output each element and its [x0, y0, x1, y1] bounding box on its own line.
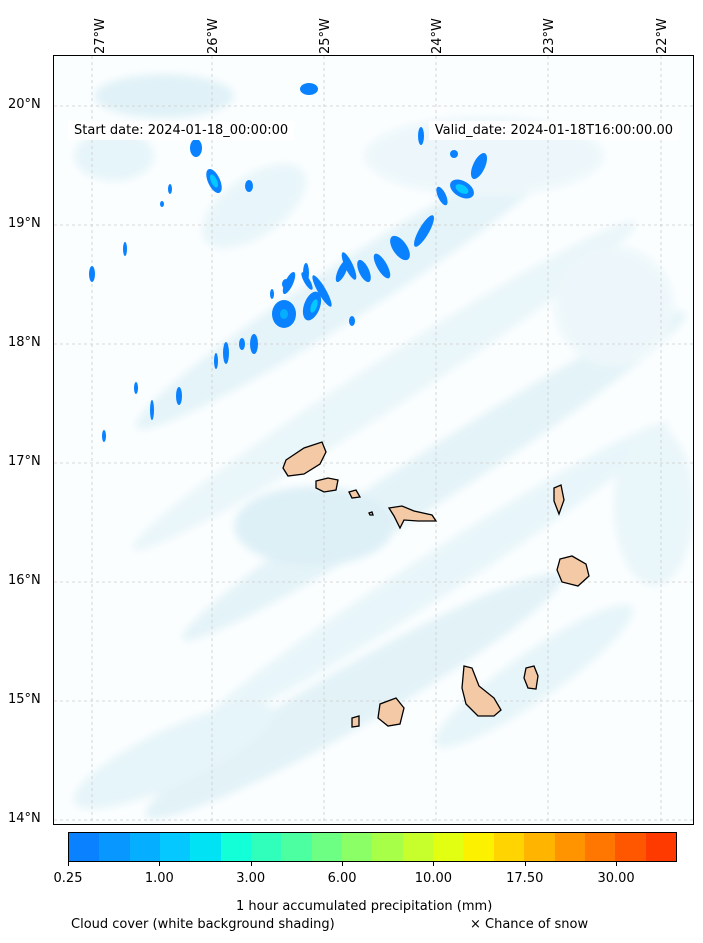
lat-label-16n: 16°N [8, 573, 41, 588]
colorbar-segment [311, 833, 343, 861]
cloud-cover-shading [73, 74, 693, 819]
colorbar-tick-label: 3.00 [236, 871, 266, 886]
colorbar-segment [524, 833, 555, 861]
lon-label-24w: 24°W [430, 18, 445, 54]
lat-label-19n: 19°N [8, 216, 41, 231]
colorbar-tick-label: 30.00 [597, 871, 635, 886]
island-santo-antao [282, 441, 327, 477]
colorbar-segment [69, 833, 100, 861]
lat-label-18n: 18°N [8, 335, 41, 350]
colorbar-tick-mark [68, 862, 69, 866]
precipitation-band [89, 83, 488, 442]
colorbar-segment [342, 833, 373, 861]
lat-label-15n: 15°N [8, 692, 41, 707]
colorbar-segment [554, 833, 585, 861]
lon-label-22w: 22°W [655, 18, 670, 54]
colorbar-segment [190, 833, 221, 861]
colorbar-segment [493, 833, 525, 861]
colorbar-tick-label: 6.00 [327, 871, 357, 886]
colorbar-segment [645, 833, 676, 861]
valid-date-label: Valid_date: 2024-01-18T16:00:00.00 [428, 121, 679, 140]
colorbar-segment [584, 833, 616, 861]
lat-label-20n: 20°N [8, 97, 41, 112]
island-maio [523, 665, 539, 690]
island-santiago [461, 665, 502, 717]
colorbar-segment [372, 833, 403, 861]
island-boa-vista [556, 555, 590, 587]
colorbar-segment [402, 833, 434, 861]
island-sao-nicolau [387, 505, 438, 530]
colorbar-tick-mark [616, 862, 618, 866]
colorbar-segment [463, 833, 494, 861]
island-ilheu [368, 511, 374, 516]
colorbar-tick-label: 0.25 [53, 871, 83, 886]
colorbar-segment [433, 833, 464, 861]
snow-legend: × Chance of snow [470, 917, 589, 932]
colorbar-segment [129, 833, 161, 861]
map-area[interactable]: Start date: 2024-01-18_00:00:00 Valid_da… [53, 55, 694, 825]
island-santa-luzia [348, 489, 362, 499]
colorbar-segment [251, 833, 282, 861]
colorbar-tick-mark [159, 862, 161, 866]
start-date-label: Start date: 2024-01-18_00:00:00 [68, 121, 295, 140]
lon-label-27w: 27°W [93, 18, 108, 54]
islands [282, 441, 590, 728]
colorbar-label: 1 hour accumulated precipitation (mm) [236, 899, 493, 914]
island-sao-vicente [315, 477, 339, 493]
lon-label-26w: 26°W [206, 18, 221, 54]
map-canvas [54, 56, 693, 824]
colorbar-tick-label: 1.00 [144, 871, 174, 886]
island-fogo [377, 697, 405, 727]
colorbar-segment [99, 833, 130, 861]
island-brava [351, 715, 360, 728]
colorbar-tick-label: 17.50 [506, 871, 544, 886]
colorbar-tick-mark [433, 862, 435, 866]
lon-label-23w: 23°W [542, 18, 557, 54]
precipitation-colorbar [68, 832, 677, 862]
island-sal [553, 484, 565, 516]
lat-label-17n: 17°N [8, 454, 41, 469]
colorbar-segment [220, 833, 252, 861]
cloud-cover-legend: Cloud cover (white background shading) [71, 917, 335, 932]
graticule [54, 56, 693, 824]
colorbar-tick-mark [524, 862, 526, 866]
lat-label-14n: 14°N [8, 811, 41, 826]
lon-label-25w: 25°W [318, 18, 333, 54]
colorbar-tick-label: 10.00 [414, 871, 452, 886]
colorbar-segment [615, 833, 646, 861]
colorbar-segment [281, 833, 312, 861]
colorbar-tick-mark [342, 862, 344, 866]
colorbar-segment [160, 833, 191, 861]
colorbar-tick-mark [250, 862, 252, 866]
